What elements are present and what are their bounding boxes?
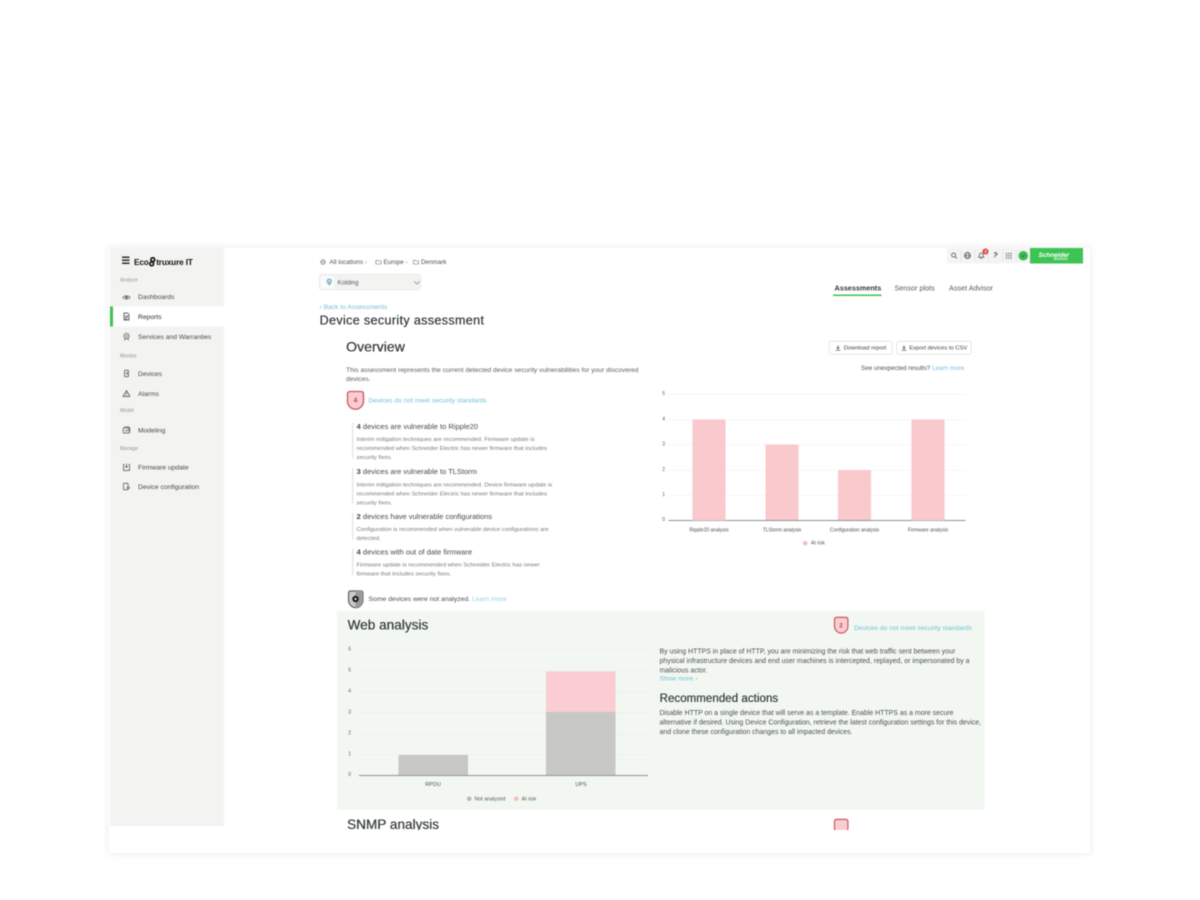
svg-text:2: 2 — [839, 622, 843, 629]
svg-text:4: 4 — [354, 398, 358, 405]
